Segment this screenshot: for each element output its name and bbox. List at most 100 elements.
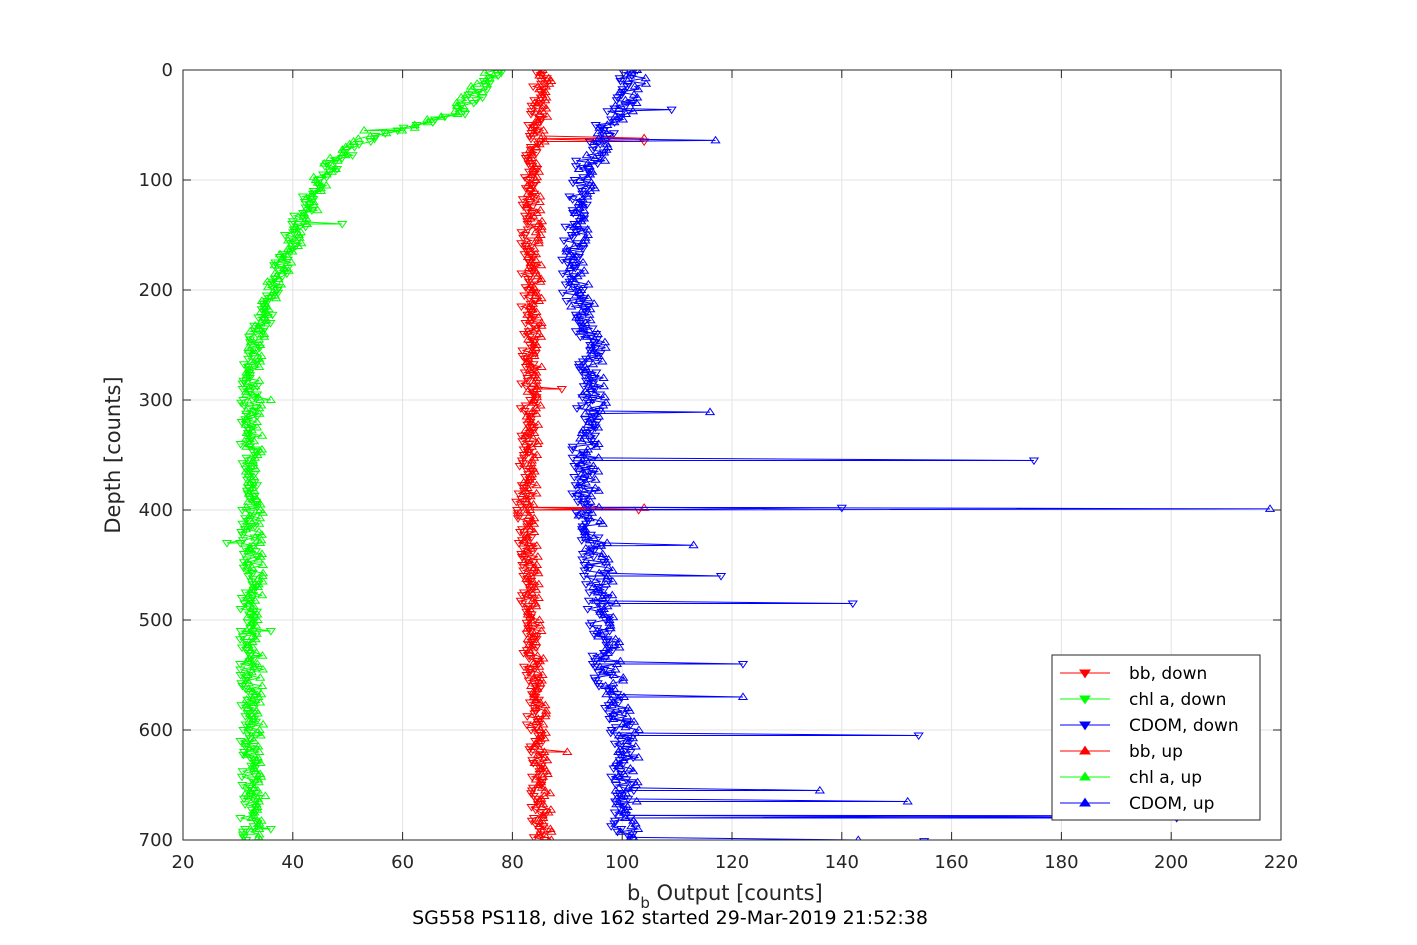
y-tick-label: 200 bbox=[139, 280, 173, 301]
data-point bbox=[582, 605, 593, 614]
data-point bbox=[255, 538, 266, 547]
data-point bbox=[250, 348, 261, 357]
data-point bbox=[488, 70, 499, 79]
data-point bbox=[612, 732, 623, 741]
data-point bbox=[265, 825, 276, 834]
data-point bbox=[274, 249, 286, 258]
data-point bbox=[243, 543, 255, 552]
x-tick-label: 160 bbox=[934, 852, 968, 873]
data-point bbox=[521, 721, 532, 730]
data-point bbox=[615, 827, 626, 835]
data-point bbox=[640, 79, 652, 87]
data-point bbox=[289, 224, 300, 233]
data-point bbox=[625, 721, 636, 730]
data-point bbox=[526, 469, 538, 478]
data-point bbox=[521, 508, 532, 516]
data-point bbox=[576, 436, 588, 445]
data-point bbox=[633, 752, 644, 761]
data-point bbox=[527, 304, 538, 313]
data-point bbox=[557, 289, 568, 298]
data-point bbox=[359, 125, 370, 134]
data-point bbox=[248, 714, 259, 723]
data-point bbox=[594, 123, 605, 131]
data-point bbox=[306, 189, 318, 197]
legend-label: bb, up bbox=[1129, 742, 1183, 762]
data-point bbox=[597, 667, 609, 676]
data-point bbox=[528, 629, 540, 637]
data-point bbox=[255, 318, 266, 327]
x-axis-label-subscript: b bbox=[640, 894, 650, 912]
data-point bbox=[589, 334, 600, 343]
data-point bbox=[567, 252, 579, 261]
data-point bbox=[576, 216, 587, 225]
x-tick-label: 100 bbox=[605, 852, 639, 873]
data-point bbox=[243, 488, 255, 497]
legend-entry: chl a, up bbox=[1060, 768, 1202, 788]
data-point bbox=[257, 431, 268, 439]
data-point bbox=[531, 409, 542, 417]
y-tick-label: 500 bbox=[139, 610, 173, 631]
legend: bb, down chl a, down CDOM, down bb, up chl a… bbox=[1051, 654, 1261, 821]
data-point bbox=[615, 77, 626, 86]
data-point bbox=[610, 785, 621, 794]
data-point bbox=[606, 773, 617, 782]
data-point bbox=[571, 312, 582, 321]
data-point bbox=[595, 607, 606, 615]
data-point bbox=[573, 296, 584, 305]
data-point bbox=[600, 557, 612, 566]
legend-entry: bb, down bbox=[1060, 664, 1207, 684]
data-point bbox=[523, 334, 534, 343]
data-point bbox=[521, 200, 533, 208]
data-point bbox=[536, 222, 547, 230]
data-point bbox=[252, 755, 263, 764]
data-point bbox=[588, 299, 600, 307]
data-point bbox=[287, 246, 298, 255]
data-point bbox=[246, 813, 257, 822]
data-point bbox=[576, 307, 587, 316]
data-point bbox=[531, 450, 543, 459]
data-point bbox=[544, 788, 556, 797]
data-point bbox=[575, 366, 586, 375]
data-point bbox=[576, 428, 587, 437]
data-point bbox=[580, 477, 591, 486]
data-point bbox=[532, 271, 543, 280]
data-point bbox=[536, 362, 547, 371]
data-point bbox=[253, 777, 264, 786]
data-point bbox=[522, 202, 533, 211]
data-point bbox=[531, 488, 542, 497]
data-point bbox=[542, 755, 553, 764]
data-point bbox=[578, 205, 589, 214]
data-point bbox=[534, 109, 545, 118]
data-point bbox=[246, 667, 257, 676]
data-point bbox=[255, 730, 266, 739]
y-tick-label: 600 bbox=[139, 720, 173, 741]
x-tick-label: 220 bbox=[1264, 852, 1298, 873]
data-point bbox=[592, 653, 604, 662]
data-point bbox=[588, 630, 600, 639]
data-point bbox=[586, 575, 597, 584]
data-point bbox=[575, 268, 586, 277]
data-point bbox=[241, 502, 252, 511]
data-point bbox=[527, 422, 538, 431]
data-point bbox=[573, 164, 585, 173]
legend-entry: CDOM, down bbox=[1060, 716, 1239, 736]
data-point bbox=[248, 541, 259, 549]
data-point bbox=[452, 109, 463, 118]
data-point bbox=[535, 332, 547, 340]
data-point bbox=[540, 728, 551, 736]
data-point bbox=[531, 114, 543, 123]
data-point bbox=[530, 774, 542, 783]
data-point bbox=[600, 651, 611, 659]
data-point bbox=[238, 726, 249, 735]
data-point bbox=[584, 535, 596, 544]
data-point bbox=[523, 447, 535, 456]
data-point bbox=[296, 238, 307, 247]
data-point bbox=[409, 120, 420, 129]
data-point bbox=[271, 293, 282, 302]
data-point bbox=[629, 81, 640, 90]
data-point bbox=[240, 739, 251, 747]
data-point bbox=[306, 191, 317, 200]
data-point bbox=[531, 389, 542, 398]
data-point bbox=[381, 128, 392, 137]
data-point bbox=[575, 285, 587, 294]
